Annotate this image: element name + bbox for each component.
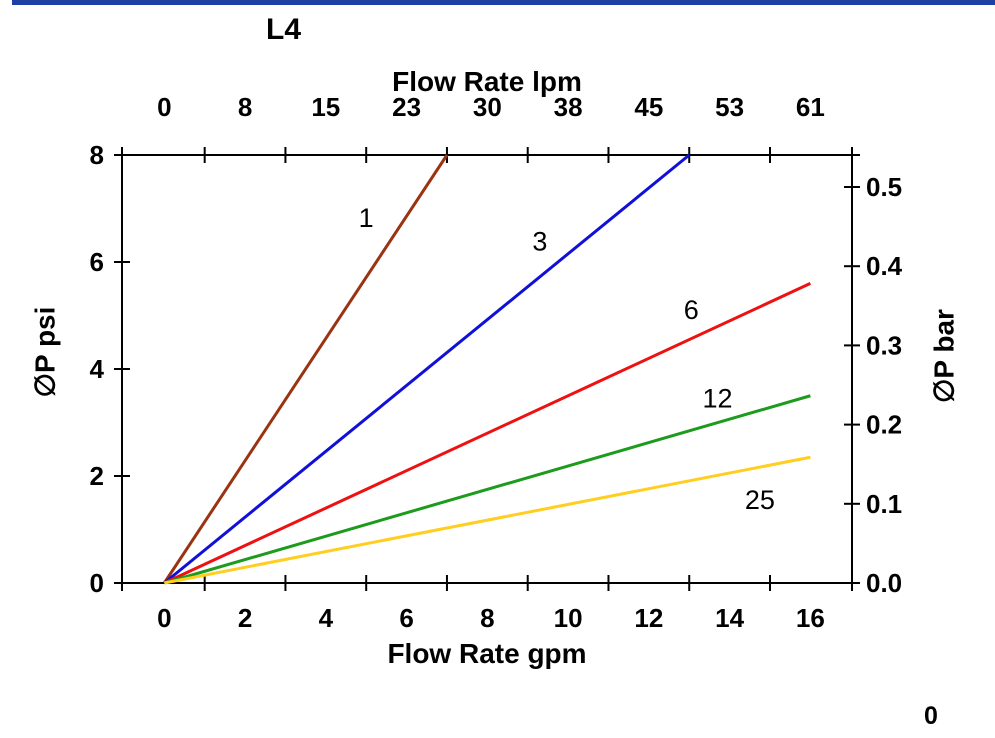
x-tick-label-top: 45 <box>634 92 663 122</box>
x-tick-label-top: 0 <box>157 92 171 122</box>
left-axis-title: ∅P psi <box>29 306 61 398</box>
series-label: 3 <box>532 227 547 257</box>
x-tick-label-bottom: 8 <box>480 603 494 633</box>
series-line <box>163 394 811 585</box>
y-tick-label-right: 0.2 <box>866 410 902 440</box>
x-tick-label-bottom: 16 <box>796 603 825 633</box>
series-label: 12 <box>702 383 732 413</box>
y-tick-label-right: 0.3 <box>866 330 902 360</box>
x-tick-label-bottom: 0 <box>157 603 171 633</box>
series-line <box>164 455 811 585</box>
series-label: 6 <box>684 295 699 325</box>
y-tick-label-left: 4 <box>90 354 105 384</box>
series-label: 1 <box>359 203 374 233</box>
bottom-axis-title: Flow Rate gpm <box>387 638 587 669</box>
y-tick-label-left: 6 <box>90 247 104 277</box>
y-tick-label-left: 8 <box>90 140 104 170</box>
y-tick-label-right: 0.1 <box>866 489 902 519</box>
y-tick-label-right: 0.5 <box>866 172 902 202</box>
x-tick-label-bottom: 12 <box>634 603 663 633</box>
top-accent-bar <box>12 0 995 5</box>
x-tick-label-bottom: 2 <box>238 603 252 633</box>
x-tick-label-top: 15 <box>311 92 340 122</box>
x-tick-label-bottom: 10 <box>554 603 583 633</box>
x-tick-label-top: 61 <box>796 92 825 122</box>
x-tick-label-bottom: 6 <box>399 603 413 633</box>
x-tick-label-top: 30 <box>473 92 502 122</box>
y-tick-label-left: 0 <box>90 568 104 598</box>
series-line <box>163 154 449 584</box>
x-tick-label-bottom: 4 <box>319 603 334 633</box>
right-axis-title: ∅P bar <box>928 309 960 403</box>
x-tick-label-bottom: 14 <box>715 603 744 633</box>
x-tick-label-top: 53 <box>715 92 744 122</box>
top-axis-title: Flow Rate lpm <box>392 66 582 97</box>
x-tick-label-top: 23 <box>392 92 421 122</box>
series-line <box>163 153 691 585</box>
y-tick-label-right: 0.0 <box>866 568 902 598</box>
y-tick-label-left: 2 <box>90 461 104 491</box>
x-tick-label-top: 38 <box>554 92 583 122</box>
series-line <box>163 282 812 585</box>
y-tick-label-right: 0.4 <box>866 251 903 281</box>
chart-title: L4 <box>266 13 302 46</box>
page-footer-number: 0 <box>924 702 938 730</box>
series-label: 25 <box>745 485 775 515</box>
x-tick-label-top: 8 <box>238 92 252 122</box>
